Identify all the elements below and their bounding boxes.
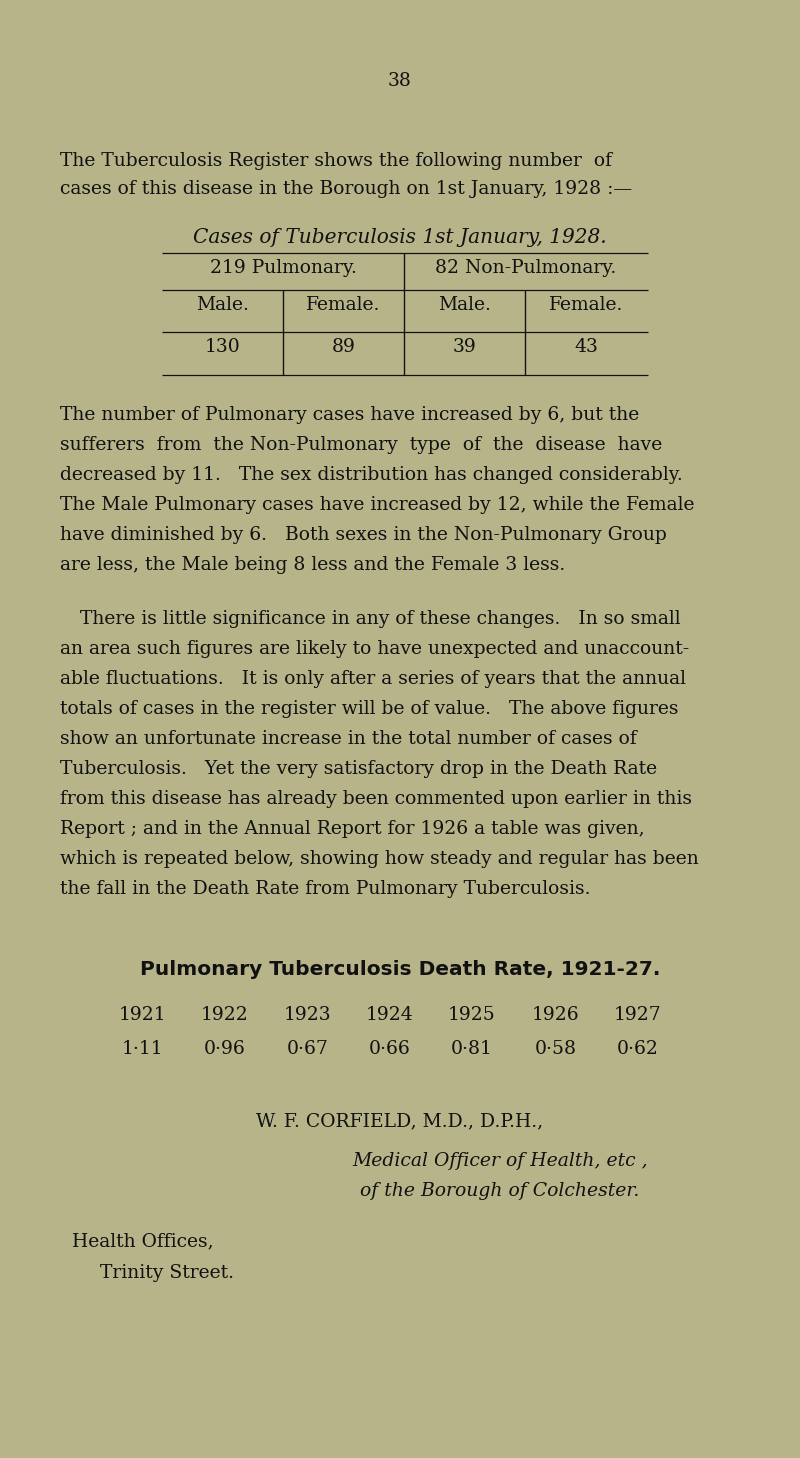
- Text: the fall in the Death Rate from Pulmonary Tuberculosis.: the fall in the Death Rate from Pulmonar…: [60, 881, 590, 898]
- Text: 0·81: 0·81: [451, 1040, 493, 1059]
- Text: Trinity Street.: Trinity Street.: [100, 1264, 234, 1282]
- Text: 1926: 1926: [532, 1006, 580, 1024]
- Text: Male.: Male.: [196, 296, 249, 313]
- Text: have diminished by 6.   Both sexes in the Non-Pulmonary Group: have diminished by 6. Both sexes in the …: [60, 526, 667, 544]
- Text: Female.: Female.: [306, 296, 381, 313]
- Text: 1923: 1923: [284, 1006, 332, 1024]
- Text: are less, the Male being 8 less and the Female 3 less.: are less, the Male being 8 less and the …: [60, 555, 566, 574]
- Text: W. F. CORFIELD, M.D., D.P.H.,: W. F. CORFIELD, M.D., D.P.H.,: [257, 1112, 543, 1130]
- Text: of the Borough of Colchester.: of the Borough of Colchester.: [360, 1182, 640, 1200]
- Text: Medical Officer of Health, etc ,: Medical Officer of Health, etc ,: [352, 1152, 648, 1169]
- Text: The Male Pulmonary cases have increased by 12, while the Female: The Male Pulmonary cases have increased …: [60, 496, 694, 515]
- Text: 43: 43: [574, 338, 598, 356]
- Text: 1925: 1925: [448, 1006, 496, 1024]
- Text: Report ; and in the Annual Report for 1926 a table was given,: Report ; and in the Annual Report for 19…: [60, 819, 645, 838]
- Text: 1922: 1922: [201, 1006, 249, 1024]
- Text: 82 Non-Pulmonary.: 82 Non-Pulmonary.: [435, 260, 617, 277]
- Text: sufferers  from  the Non-Pulmonary  type  of  the  disease  have: sufferers from the Non-Pulmonary type of…: [60, 436, 662, 453]
- Text: 0·62: 0·62: [617, 1040, 659, 1059]
- Text: The number of Pulmonary cases have increased by 6, but the: The number of Pulmonary cases have incre…: [60, 405, 639, 424]
- Text: cases of this disease in the Borough on 1st January, 1928 :—: cases of this disease in the Borough on …: [60, 179, 632, 198]
- Text: decreased by 11.   The sex distribution has changed considerably.: decreased by 11. The sex distribution ha…: [60, 467, 682, 484]
- Text: show an unfortunate increase in the total number of cases of: show an unfortunate increase in the tota…: [60, 730, 637, 748]
- Text: Cases of Tuberculosis 1st January, 1928.: Cases of Tuberculosis 1st January, 1928.: [193, 227, 607, 246]
- Text: 1927: 1927: [614, 1006, 662, 1024]
- Text: The Tuberculosis Register shows the following number  of: The Tuberculosis Register shows the foll…: [60, 152, 612, 171]
- Text: from this disease has already been commented upon earlier in this: from this disease has already been comme…: [60, 790, 692, 808]
- Text: 39: 39: [453, 338, 476, 356]
- Text: 0·96: 0·96: [204, 1040, 246, 1059]
- Text: Pulmonary Tuberculosis Death Rate, 1921-27.: Pulmonary Tuberculosis Death Rate, 1921-…: [140, 959, 660, 978]
- Text: 38: 38: [388, 71, 412, 90]
- Text: 0·66: 0·66: [369, 1040, 411, 1059]
- Text: 0·67: 0·67: [287, 1040, 329, 1059]
- Text: Tuberculosis.   Yet the very satisfactory drop in the Death Rate: Tuberculosis. Yet the very satisfactory …: [60, 760, 657, 779]
- Text: 1921: 1921: [119, 1006, 167, 1024]
- Text: able fluctuations.   It is only after a series of years that the annual: able fluctuations. It is only after a se…: [60, 671, 686, 688]
- Text: Health Offices,: Health Offices,: [72, 1232, 214, 1250]
- Text: 219 Pulmonary.: 219 Pulmonary.: [210, 260, 357, 277]
- Text: 89: 89: [331, 338, 355, 356]
- Text: 1·11: 1·11: [122, 1040, 164, 1059]
- Text: There is little significance in any of these changes.   In so small: There is little significance in any of t…: [80, 609, 681, 628]
- Text: Male.: Male.: [438, 296, 491, 313]
- Text: 130: 130: [205, 338, 240, 356]
- Text: Female.: Female.: [550, 296, 624, 313]
- Text: 1924: 1924: [366, 1006, 414, 1024]
- Text: an area such figures are likely to have unexpected and unaccount-: an area such figures are likely to have …: [60, 640, 690, 658]
- Text: totals of cases in the register will be of value.   The above figures: totals of cases in the register will be …: [60, 700, 678, 717]
- Text: which is repeated below, showing how steady and regular has been: which is repeated below, showing how ste…: [60, 850, 698, 868]
- Text: 0·58: 0·58: [535, 1040, 577, 1059]
